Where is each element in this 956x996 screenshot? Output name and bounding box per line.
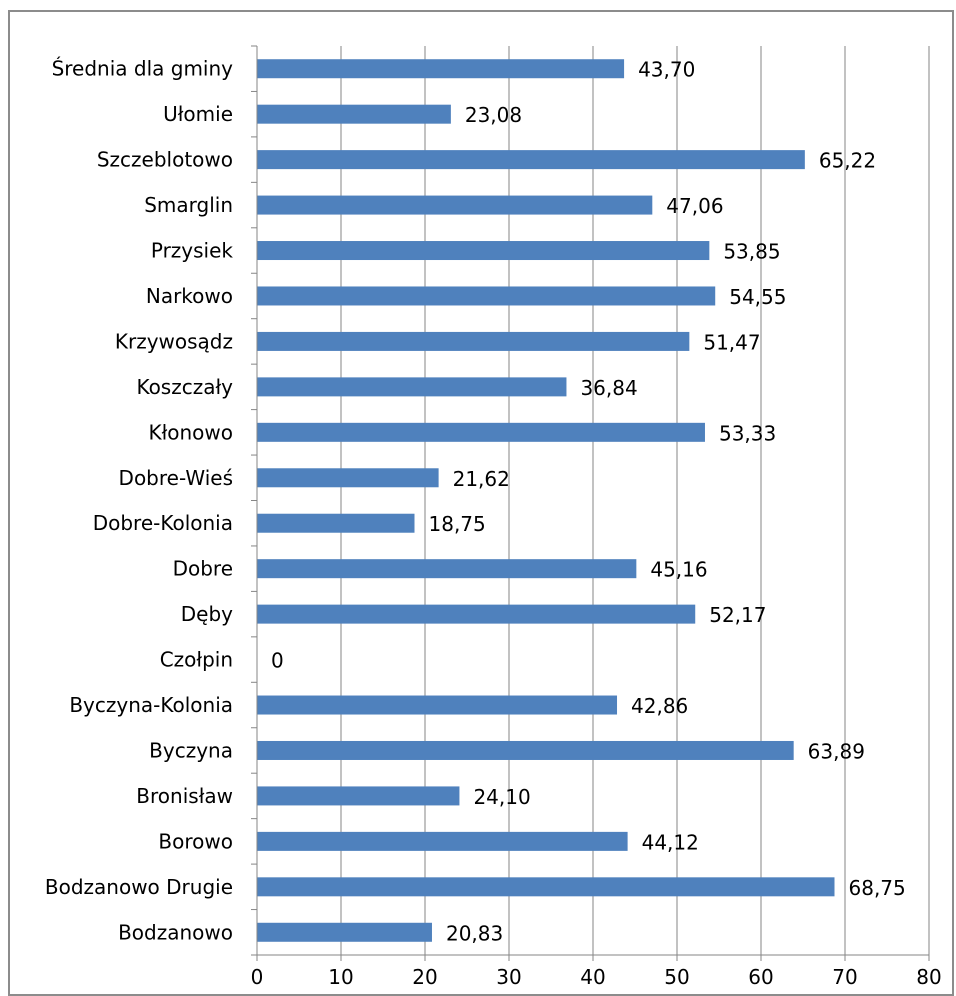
bar [257, 241, 710, 261]
category-label: Szczeblotowo [97, 148, 233, 172]
labels: Bodzanowo 20,83 Bodzanowo Drugie 68,75 Borow… [45, 57, 906, 946]
data-label: 54,55 [729, 285, 786, 309]
bar [257, 604, 696, 624]
bar [257, 831, 628, 851]
bar [257, 150, 805, 170]
chart-area [8, 10, 954, 996]
category-label: Bodzanowo [118, 920, 233, 944]
category-label: Dobre [173, 557, 233, 581]
x-tick-label: 40 [580, 965, 605, 989]
category-label: Kłonowo [148, 420, 233, 444]
bar [257, 377, 567, 397]
x-tick-label: 30 [496, 965, 521, 989]
x-tick-label: 20 [412, 965, 437, 989]
category-label: Narkowo [146, 284, 233, 308]
data-label: 47,06 [666, 194, 723, 218]
x-tick-label: 60 [748, 965, 773, 989]
category-label: Bronisław [136, 784, 233, 808]
data-label: 68,75 [849, 876, 906, 900]
category-label: Borowo [158, 829, 233, 853]
bar [257, 468, 439, 488]
category-label: Dobre-Kolonia [93, 511, 233, 535]
data-label: 20,83 [446, 921, 503, 945]
category-label: Byczyna-Kolonia [69, 693, 233, 717]
data-label: 24,10 [473, 785, 530, 809]
data-label: 21,62 [453, 467, 510, 491]
data-label: 53,85 [723, 240, 780, 264]
category-label: Ułomie [163, 102, 233, 126]
category-label: Koszczały [136, 375, 233, 399]
bar [257, 59, 625, 79]
data-label: 42,86 [631, 694, 688, 718]
data-label: 43,70 [638, 58, 695, 82]
data-label: 45,16 [650, 558, 707, 582]
bar [257, 195, 653, 215]
bar [257, 740, 794, 760]
bar [257, 559, 637, 579]
data-label: 51,47 [703, 330, 760, 354]
category-label: Krzywosądz [115, 329, 233, 353]
data-label: 52,17 [709, 603, 766, 627]
bar [257, 422, 705, 442]
x-tick-label: 80 [916, 965, 941, 989]
x-tick-label: 70 [832, 965, 857, 989]
data-label: 23,08 [465, 103, 522, 127]
bar [257, 331, 690, 351]
bar [257, 286, 716, 306]
data-label: 0 [271, 649, 284, 673]
category-label: Dęby [181, 602, 233, 626]
bar [257, 922, 432, 942]
bars [257, 59, 835, 942]
data-label: 44,12 [642, 830, 699, 854]
data-label: 65,22 [819, 149, 876, 173]
category-label: Dobre-Wieś [119, 466, 233, 490]
category-label: Czołpin [160, 648, 233, 672]
bar [257, 786, 460, 806]
data-label: 53,33 [719, 421, 776, 445]
bar [257, 104, 451, 124]
data-label: 36,84 [580, 376, 637, 400]
x-tick-label: 10 [328, 965, 353, 989]
x-tick-label: 50 [664, 965, 689, 989]
category-label: Przysiek [151, 239, 234, 263]
bar [257, 695, 618, 715]
gridlines [340, 46, 930, 955]
category-label: Smarglin [144, 193, 233, 217]
bar [257, 877, 835, 897]
category-label: Byczyna [149, 738, 233, 762]
category-label: Średnia dla gminy [52, 57, 234, 81]
axes: 0 10 20 30 40 50 60 70 80 [251, 45, 942, 989]
category-label: Bodzanowo Drugie [45, 875, 233, 899]
data-label: 18,75 [429, 512, 486, 536]
data-label: 63,89 [808, 739, 865, 763]
x-tick-label: 0 [251, 965, 264, 989]
bar [257, 513, 415, 533]
